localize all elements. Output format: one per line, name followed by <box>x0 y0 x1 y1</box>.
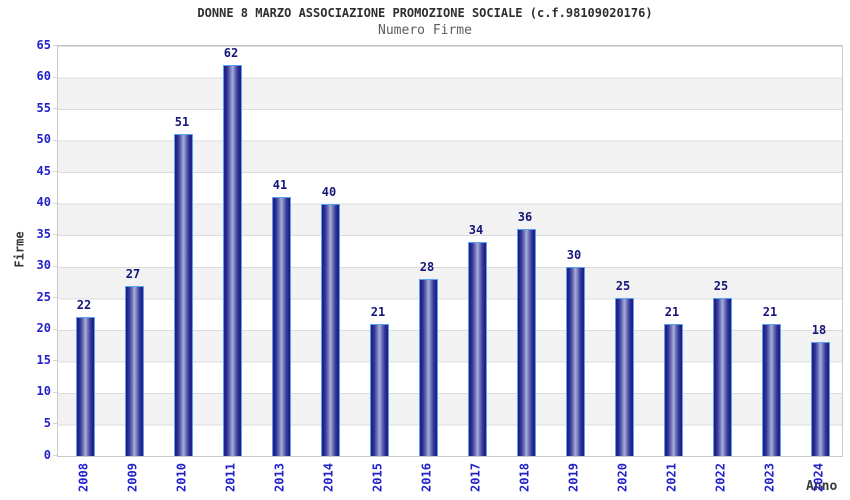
x-tick-label-2011: 2011 <box>223 463 238 492</box>
y-tick-label-55: 55 <box>36 100 51 115</box>
x-tick-label-2016: 2016 <box>419 463 434 492</box>
y-tick-label-10: 10 <box>36 384 51 399</box>
y-tick-mark <box>53 202 57 204</box>
y-tick-label-15: 15 <box>36 352 51 367</box>
x-tick-label-2022: 2022 <box>713 463 728 492</box>
bar-2016 <box>418 279 438 456</box>
y-tick-mark <box>53 328 57 330</box>
y-tick-mark <box>53 265 57 267</box>
bar-2013 <box>271 197 291 456</box>
bar-2015 <box>369 323 389 456</box>
y-tick-mark <box>53 171 57 173</box>
bar-2017 <box>467 241 487 456</box>
value-label-2022: 25 <box>713 279 729 294</box>
x-tick-label-2017: 2017 <box>468 463 483 492</box>
plot-area <box>57 45 843 457</box>
x-tick-label-2021: 2021 <box>664 463 679 492</box>
bar-2020 <box>614 298 634 456</box>
y-tick-mark <box>53 360 57 362</box>
y-tick-label-30: 30 <box>36 258 51 273</box>
bar-2023 <box>761 323 781 456</box>
x-tick-label-2024: 2024 <box>811 463 826 492</box>
value-label-2018: 36 <box>517 209 533 224</box>
value-label-2010: 51 <box>174 115 190 130</box>
x-tick-label-2009: 2009 <box>125 463 140 492</box>
x-tick-label-2019: 2019 <box>566 463 581 492</box>
value-label-2019: 30 <box>566 247 582 262</box>
y-tick-mark <box>53 297 57 299</box>
value-label-2023: 21 <box>762 304 778 319</box>
bar-2019 <box>565 266 585 456</box>
bar-2008 <box>75 317 95 456</box>
x-tick-label-2023: 2023 <box>762 463 777 492</box>
chart-subtitle: Numero Firme <box>378 23 472 38</box>
y-tick-mark <box>53 139 57 141</box>
value-label-2021: 21 <box>664 304 680 319</box>
value-label-2009: 27 <box>125 266 141 281</box>
value-label-2016: 28 <box>419 260 435 275</box>
y-tick-mark <box>53 45 57 46</box>
bar-2009 <box>124 285 144 456</box>
y-tick-label-20: 20 <box>36 321 51 336</box>
x-tick-label-2008: 2008 <box>76 463 91 492</box>
y-tick-label-45: 45 <box>36 163 51 178</box>
x-tick-label-2013: 2013 <box>272 463 287 492</box>
y-tick-label-0: 0 <box>43 447 51 462</box>
value-label-2008: 22 <box>76 298 92 313</box>
y-tick-mark <box>53 455 57 456</box>
value-label-2017: 34 <box>468 222 484 237</box>
chart-title: DONNE 8 MARZO ASSOCIAZIONE PROMOZIONE SO… <box>197 6 653 20</box>
value-label-2013: 41 <box>272 178 288 193</box>
x-tick-label-2014: 2014 <box>321 463 336 492</box>
value-label-2011: 62 <box>223 45 239 60</box>
y-tick-label-40: 40 <box>36 195 51 210</box>
x-tick-label-2020: 2020 <box>615 463 630 492</box>
x-tick-label-2015: 2015 <box>370 463 385 492</box>
y-tick-label-65: 65 <box>36 37 51 52</box>
y-tick-mark <box>53 76 57 78</box>
x-tick-label-2018: 2018 <box>517 463 532 492</box>
bar-2010 <box>173 134 193 456</box>
value-label-2024: 18 <box>811 323 827 338</box>
y-tick-mark <box>53 423 57 425</box>
y-tick-label-25: 25 <box>36 289 51 304</box>
y-tick-mark <box>53 108 57 110</box>
y-tick-label-5: 5 <box>43 415 51 430</box>
y-tick-mark <box>53 234 57 236</box>
bar-2022 <box>712 298 732 456</box>
y-tick-label-60: 60 <box>36 69 51 84</box>
y-tick-label-50: 50 <box>36 132 51 147</box>
bar-2011 <box>222 64 242 456</box>
y-tick-mark <box>53 391 57 393</box>
y-tick-label-35: 35 <box>36 226 51 241</box>
bar-2018 <box>516 228 536 456</box>
bar-2014 <box>320 203 340 456</box>
value-label-2014: 40 <box>321 184 337 199</box>
bar-2024 <box>810 342 830 456</box>
value-label-2020: 25 <box>615 279 631 294</box>
value-label-2015: 21 <box>370 304 386 319</box>
bar-2021 <box>663 323 683 456</box>
x-tick-label-2010: 2010 <box>174 463 189 492</box>
x-axis-title: Anno <box>806 479 838 494</box>
